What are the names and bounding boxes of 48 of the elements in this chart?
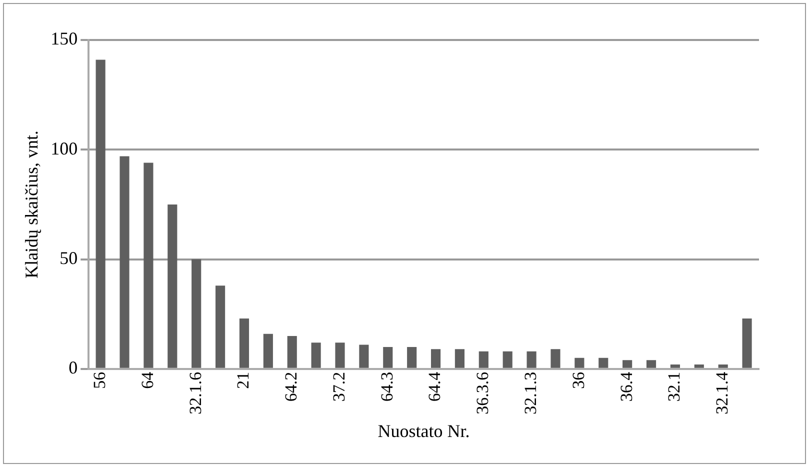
bar	[263, 334, 273, 368]
bar	[383, 346, 393, 368]
x-tick-label: 32.1.6	[186, 372, 205, 414]
y-tick-label: 100	[50, 138, 78, 158]
bar	[239, 318, 250, 368]
bar	[144, 162, 154, 368]
x-tick-label: 56	[90, 372, 110, 389]
bar	[598, 358, 608, 368]
x-axis-title: Nuostato Nr.	[378, 420, 470, 441]
x-tick-label: 37.2	[329, 372, 348, 402]
y-tick-label: 0	[68, 358, 78, 378]
bar	[670, 364, 680, 368]
bar	[646, 360, 656, 368]
x-tick-label: 21	[234, 372, 253, 389]
x-tick-label: 64.3	[377, 372, 396, 402]
bar	[550, 349, 560, 368]
bar	[287, 336, 297, 368]
bar	[407, 346, 417, 368]
bar	[192, 259, 202, 368]
y-tick-label: 150	[50, 28, 78, 49]
bar	[335, 342, 345, 368]
bar	[215, 286, 226, 368]
bar	[478, 351, 488, 368]
bar	[622, 360, 632, 368]
bar	[526, 351, 536, 368]
bar	[502, 351, 512, 368]
bar	[574, 358, 584, 368]
bar	[742, 318, 752, 368]
bar	[718, 364, 728, 368]
x-tick-label: 32.1.4	[712, 371, 732, 414]
y-axis-title: Klaidų skaičius, vnt.	[22, 130, 42, 278]
bar	[430, 349, 441, 368]
y-tick-label: 50	[60, 248, 78, 268]
x-tick-label: 36	[568, 372, 588, 389]
bar	[694, 364, 704, 368]
bar	[454, 349, 465, 368]
bar	[120, 156, 130, 368]
bar	[96, 60, 106, 368]
x-tick-label: 32.1.3	[521, 372, 540, 414]
x-tick-label: 36.4	[616, 371, 636, 402]
bar	[168, 204, 178, 368]
x-tick-label: 36.3.6	[473, 372, 492, 414]
x-tick-label: 64.4	[425, 371, 444, 402]
x-tick-label: 64.2	[282, 372, 301, 402]
x-tick-label: 32.1	[664, 372, 684, 402]
x-tick-label: 64	[138, 371, 157, 389]
bar	[359, 344, 369, 368]
bar	[311, 342, 321, 368]
